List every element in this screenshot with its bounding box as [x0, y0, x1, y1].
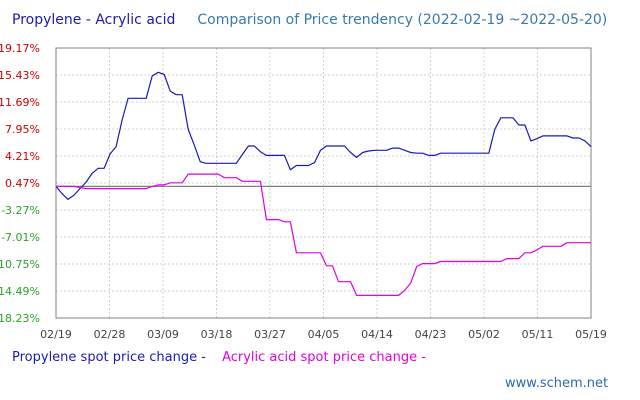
y-tick-label: 11.69% [0, 96, 40, 109]
y-tick-label: 19.17% [0, 42, 40, 55]
chart-title-comparison: Comparison of Price trendency (2022-02-1… [197, 12, 608, 28]
series-line-acrylic-acid [56, 173, 591, 296]
y-tick-label: 7.95% [5, 123, 40, 136]
x-tick-label: 05/11 [522, 328, 554, 341]
x-tick-label: 03/18 [201, 328, 233, 341]
x-tick-label: 05/02 [468, 328, 500, 341]
x-tick-label: 03/09 [147, 328, 179, 341]
chart-title-pair: Propylene - Acrylic acid [12, 12, 176, 28]
legend-propylene: Propylene spot price change - [12, 350, 206, 365]
y-tick-label: -3.27% [1, 204, 40, 217]
plot-frame [55, 47, 592, 319]
site-watermark: www.schem.net [505, 376, 609, 391]
y-tick-label: -18.23% [0, 312, 40, 325]
x-tick-label: 04/05 [308, 328, 340, 341]
x-tick-label: 02/19 [40, 328, 72, 341]
legend-acrylic-acid: Acrylic acid spot price change - [222, 350, 426, 365]
x-tick-label: 05/19 [575, 328, 607, 341]
series-line-propylene [55, 71, 592, 200]
y-tick-label: -14.49% [0, 285, 40, 298]
y-tick-label: 0.47% [5, 177, 40, 190]
chart-legend: Propylene spot price change - Acrylic ac… [12, 350, 438, 365]
x-tick-label: 03/27 [254, 328, 286, 341]
y-tick-label: -10.75% [0, 258, 40, 271]
y-tick-label: 15.43% [0, 69, 40, 82]
y-tick-label: -7.01% [1, 231, 40, 244]
x-tick-label: 02/28 [94, 328, 126, 341]
y-tick-label: 4.21% [5, 150, 40, 163]
chart-title: Propylene - Acrylic acid Comparison of Pr… [12, 12, 607, 28]
x-tick-label: 04/14 [361, 328, 393, 341]
x-tick-label: 04/23 [415, 328, 447, 341]
